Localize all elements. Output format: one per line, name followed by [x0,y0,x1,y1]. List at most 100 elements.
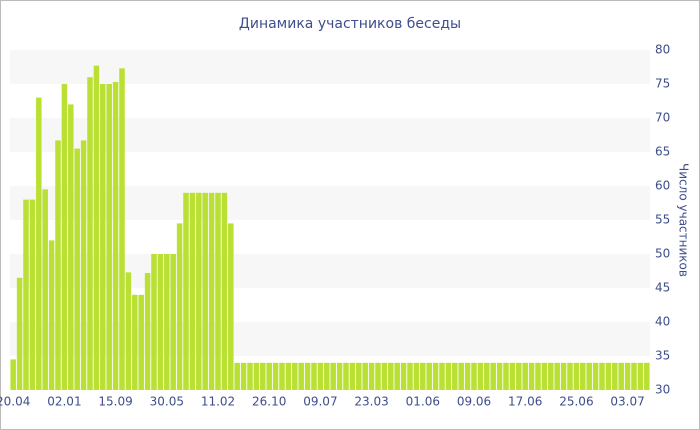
bar [170,254,176,390]
bar [144,273,151,390]
bar [592,362,599,390]
bar [87,77,93,390]
bar [16,277,23,390]
bar [439,362,445,390]
bar [356,362,362,390]
bar [618,362,624,390]
y-tick-label: 35 [655,349,670,363]
bar [240,362,247,390]
bar [452,362,458,390]
bar [605,362,612,390]
bar [560,362,567,390]
bar [381,362,388,390]
bar [36,97,42,390]
bar [311,362,317,390]
bar [272,362,279,390]
bar [23,199,29,390]
bar [580,362,586,390]
bar [119,68,125,391]
bar [599,362,605,390]
x-tick-label: 09.06 [457,395,491,409]
bar [535,362,541,390]
bar [637,362,644,390]
bar [55,140,61,390]
bar [266,362,272,390]
x-tick-label: 23.03 [354,395,388,409]
bar [292,362,298,390]
bar [260,362,266,390]
x-tick-label: 03.07 [610,395,644,409]
bar [298,362,304,390]
grid-band [10,254,650,288]
bar [151,254,157,390]
bar [228,223,234,390]
bar [343,362,349,390]
grid-band [10,118,650,152]
x-tick-label: 25.06 [559,395,593,409]
bar [42,189,48,390]
bar [304,362,311,390]
bar [458,362,464,390]
x-tick-label: 09.07 [303,395,337,409]
bar [413,362,420,390]
bar [253,362,260,390]
y-tick-label: 40 [655,315,670,329]
x-tick-label: 30.05 [150,395,184,409]
bar [80,140,87,390]
bar [100,84,106,390]
y-tick-label: 30 [655,383,670,397]
bar [541,362,548,390]
bar [509,362,516,390]
grid-band [10,186,650,220]
bar [48,240,55,390]
grid-band [10,322,650,356]
bar [61,84,68,390]
bar [375,362,381,390]
bar [68,104,74,391]
bar [164,254,170,390]
bar [573,362,580,390]
y-axis-label: Число участников [677,163,691,277]
bar [349,362,356,390]
bar [624,362,631,390]
y-tick-label: 70 [655,111,670,125]
x-tick-label: 11.02 [201,395,235,409]
bar [74,148,80,390]
bar [317,362,324,390]
bar [464,362,471,390]
bar [279,362,285,390]
bar [157,254,164,390]
bar [29,199,36,390]
bar [644,362,650,390]
bar [490,362,496,390]
y-tick-label: 50 [655,247,670,261]
bar [208,192,215,390]
bar [106,84,112,390]
bar [586,362,592,390]
bar [388,362,394,390]
y-tick-label: 45 [655,281,670,295]
bar [324,362,330,390]
bar [471,362,477,390]
bar [112,81,119,391]
bar [138,294,144,390]
bar [330,362,336,390]
bar [477,362,484,390]
bar [394,362,400,390]
bar [567,362,573,390]
bar [554,362,560,390]
bar [612,362,618,390]
bar [548,362,554,390]
bar [528,362,535,390]
y-tick-label: 80 [655,43,670,57]
bar [183,192,189,390]
y-tick-label: 75 [655,77,670,91]
grid-band [10,50,650,84]
bar [631,362,637,390]
x-tick-label: 01.06 [406,395,440,409]
bar [10,359,16,390]
y-tick-label: 60 [655,179,670,193]
bar [215,192,221,390]
x-tick-label: 15.09 [98,395,132,409]
